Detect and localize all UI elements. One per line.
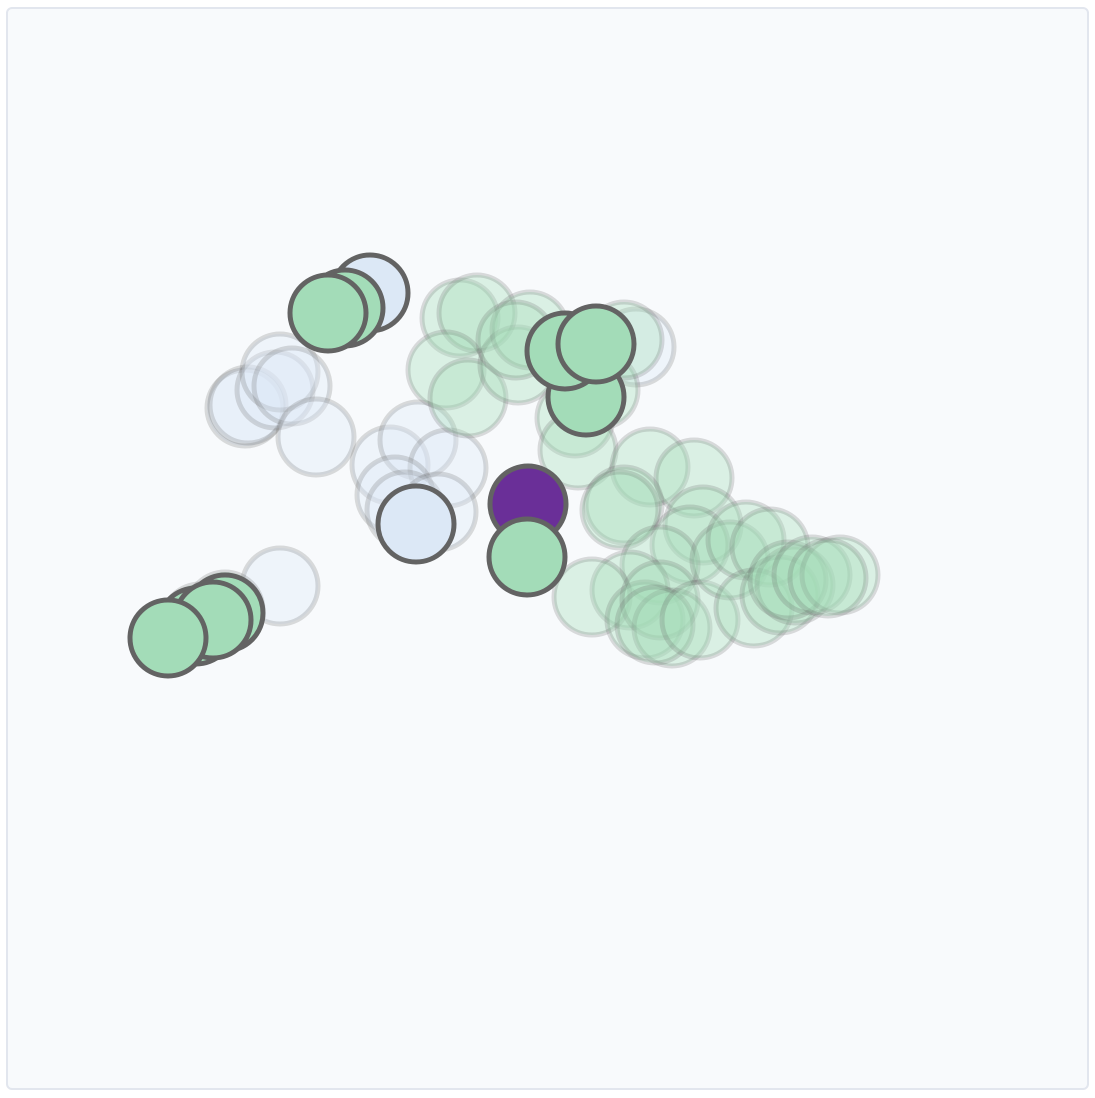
point-green xyxy=(649,504,731,586)
point-green xyxy=(747,539,829,621)
point-blue xyxy=(204,367,286,449)
point-green xyxy=(653,437,735,519)
point-green xyxy=(427,357,509,439)
point-green xyxy=(419,277,501,359)
highlighted-point-green xyxy=(287,272,369,354)
point-green xyxy=(583,464,665,546)
point-green xyxy=(619,524,701,606)
point-green xyxy=(631,587,713,669)
point-blue xyxy=(377,399,459,481)
point-green xyxy=(799,534,881,616)
point-blue xyxy=(275,396,357,478)
highlighted-point-green xyxy=(555,303,637,385)
point-blue xyxy=(251,345,333,427)
point-blue xyxy=(239,331,321,413)
point-green xyxy=(614,584,696,666)
point-green xyxy=(689,519,771,601)
point-green xyxy=(754,544,836,626)
point-green xyxy=(619,559,701,641)
point-green xyxy=(771,534,853,616)
point-green xyxy=(787,537,869,619)
point-green xyxy=(609,426,691,508)
point-green xyxy=(662,484,744,566)
point-green xyxy=(739,554,821,636)
point-green xyxy=(436,272,518,354)
point-green xyxy=(405,329,487,411)
point-green xyxy=(729,506,811,588)
point-blue xyxy=(207,364,289,446)
point-green xyxy=(604,579,686,661)
point-green xyxy=(705,499,787,581)
highlighted-point-green xyxy=(486,516,568,598)
point-green xyxy=(659,579,741,661)
point-blue xyxy=(234,349,316,431)
points-layer xyxy=(127,252,881,679)
point-green xyxy=(713,567,795,649)
highlighted-point-blue xyxy=(375,483,457,565)
point-green xyxy=(589,549,671,631)
point-green xyxy=(579,469,661,551)
highlighted-point-green xyxy=(127,597,209,679)
point-green xyxy=(551,556,633,638)
